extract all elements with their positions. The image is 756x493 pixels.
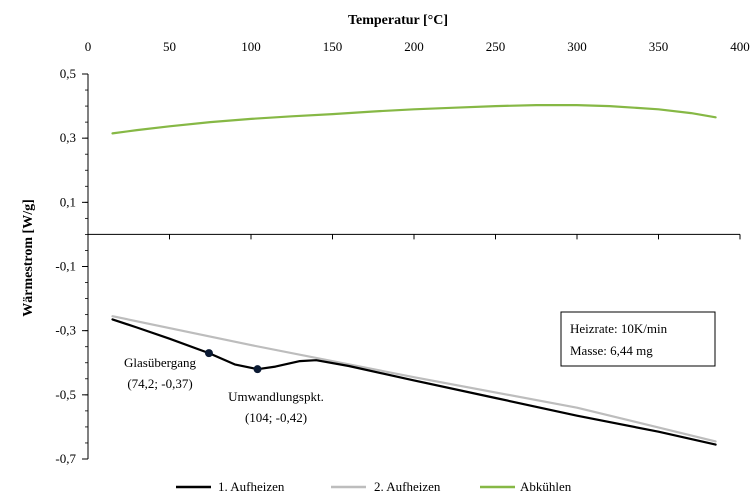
axes [82,73,741,460]
y-tick-label: -0,3 [55,323,76,338]
x-tick-label: 250 [486,39,506,54]
legend-label-2: 2. Aufheizen [374,479,441,493]
info-box-line-heating-rate: Heizrate: 10K/min [570,321,668,336]
marked-points [204,349,262,374]
y-tick-label: -0,7 [55,451,76,466]
transformation-point-label: Umwandlungspkt. [228,389,324,404]
glass-transition-label: Glasübergang [124,355,196,370]
x-tick-label: 400 [730,39,750,54]
glass-transition-value: (74,2; -0,37) [127,376,192,391]
y-axis-title: Wärmestrom [W/g] [21,199,36,317]
series-line-2 [111,315,717,443]
series-line-1 [111,318,717,446]
x-axis-title: Temperatur [°C] [348,13,448,28]
x-tick-label: 350 [649,39,669,54]
series-line-3 [111,103,717,135]
x-tick-label: 0 [85,39,92,54]
marked-point-2 [253,365,262,374]
legend-entry-3: Abkühlen [480,479,572,493]
info-box-line-mass: Masse: 6,44 mg [570,343,653,358]
marked-point-1 [204,349,213,358]
x-tick-label: 300 [567,39,587,54]
info-box: Heizrate: 10K/min Masse: 6,44 mg [560,311,716,367]
legend-entry-2: 2. Aufheizen [331,479,441,493]
y-tick-label: 0,5 [60,66,76,81]
legend-label-3: Abkühlen [520,479,572,493]
legend: 1. Aufheizen 2. Aufheizen Abkühlen [176,479,572,493]
x-tick-label: 50 [163,39,176,54]
transformation-point-value: (104; -0,42) [245,410,307,425]
x-tick-label: 150 [323,39,343,54]
legend-label-1: 1. Aufheizen [218,479,285,493]
x-tick-label: 200 [404,39,424,54]
info-box-frame [560,311,716,367]
y-tick-label: 0,3 [60,130,76,145]
y-tick-label: -0,1 [55,259,76,274]
x-tick-label: 100 [241,39,261,54]
series-lines [111,103,717,446]
y-tick-label: 0,1 [60,194,76,209]
tick-labels: 0,5 0,3 0,1 -0,1 -0,3 -0,5 -0,7 0 50 100 150 200 250… [55,39,749,466]
y-tick-label: -0,5 [55,387,76,402]
legend-entry-1: 1. Aufheizen [176,479,285,493]
